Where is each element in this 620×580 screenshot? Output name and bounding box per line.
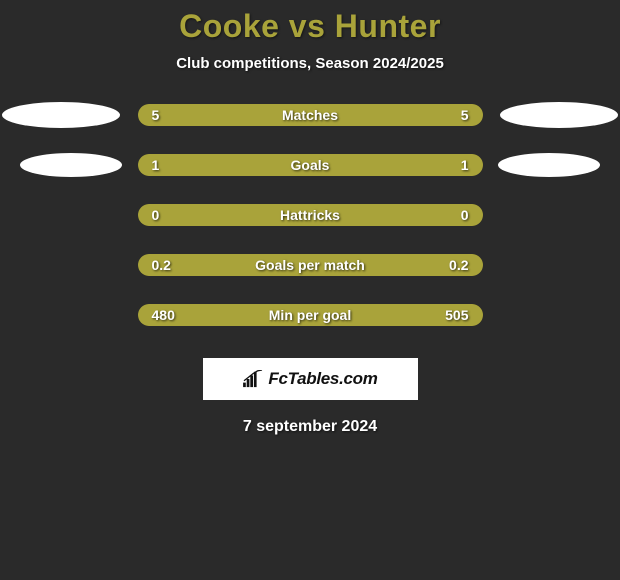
- player-marker-right: [498, 153, 600, 177]
- stat-row: 0 0 Hattricks: [0, 202, 620, 228]
- bar-fill-right: [310, 154, 483, 176]
- stat-value-right: 5: [461, 107, 469, 123]
- stat-value-left: 0: [152, 207, 160, 223]
- stat-label: Goals per match: [255, 257, 365, 273]
- stat-value-right: 0: [461, 207, 469, 223]
- stat-label: Min per goal: [269, 307, 351, 323]
- stat-row: 1 1 Goals: [0, 152, 620, 178]
- date-label: 7 september 2024: [0, 418, 620, 436]
- comparison-card: Cooke vs Hunter Club competitions, Seaso…: [0, 0, 620, 436]
- player-marker-right: [500, 102, 618, 128]
- stat-bar: 480 505 Min per goal: [138, 304, 483, 326]
- player-marker-left: [20, 153, 122, 177]
- stat-label: Matches: [282, 107, 338, 123]
- stat-bar: 0.2 0.2 Goals per match: [138, 254, 483, 276]
- stat-value-left: 0.2: [152, 257, 171, 273]
- stat-value-left: 480: [152, 307, 175, 323]
- fctables-icon: [242, 370, 264, 388]
- source-logo[interactable]: FcTables.com: [203, 358, 418, 400]
- player-marker-left: [2, 102, 120, 128]
- stat-row: 5 5 Matches: [0, 102, 620, 128]
- stat-bar: 0 0 Hattricks: [138, 204, 483, 226]
- stat-bar: 5 5 Matches: [138, 104, 483, 126]
- stat-value-right: 505: [445, 307, 468, 323]
- stat-value-right: 1: [461, 157, 469, 173]
- source-logo-text: FcTables.com: [268, 369, 377, 389]
- bar-fill-left: [138, 154, 311, 176]
- stat-value-left: 5: [152, 107, 160, 123]
- stat-value-left: 1: [152, 157, 160, 173]
- stats-rows: 5 5 Matches 1 1 Goals 0 0 Hattricks 0.2 0.2 Goals p…: [0, 102, 620, 328]
- stat-label: Hattricks: [280, 207, 340, 223]
- title: Cooke vs Hunter: [0, 8, 620, 45]
- subtitle: Club competitions, Season 2024/2025: [0, 55, 620, 72]
- stat-row: 0.2 0.2 Goals per match: [0, 252, 620, 278]
- stat-bar: 1 1 Goals: [138, 154, 483, 176]
- stat-value-right: 0.2: [449, 257, 468, 273]
- stat-label: Goals: [291, 157, 330, 173]
- stat-row: 480 505 Min per goal: [0, 302, 620, 328]
